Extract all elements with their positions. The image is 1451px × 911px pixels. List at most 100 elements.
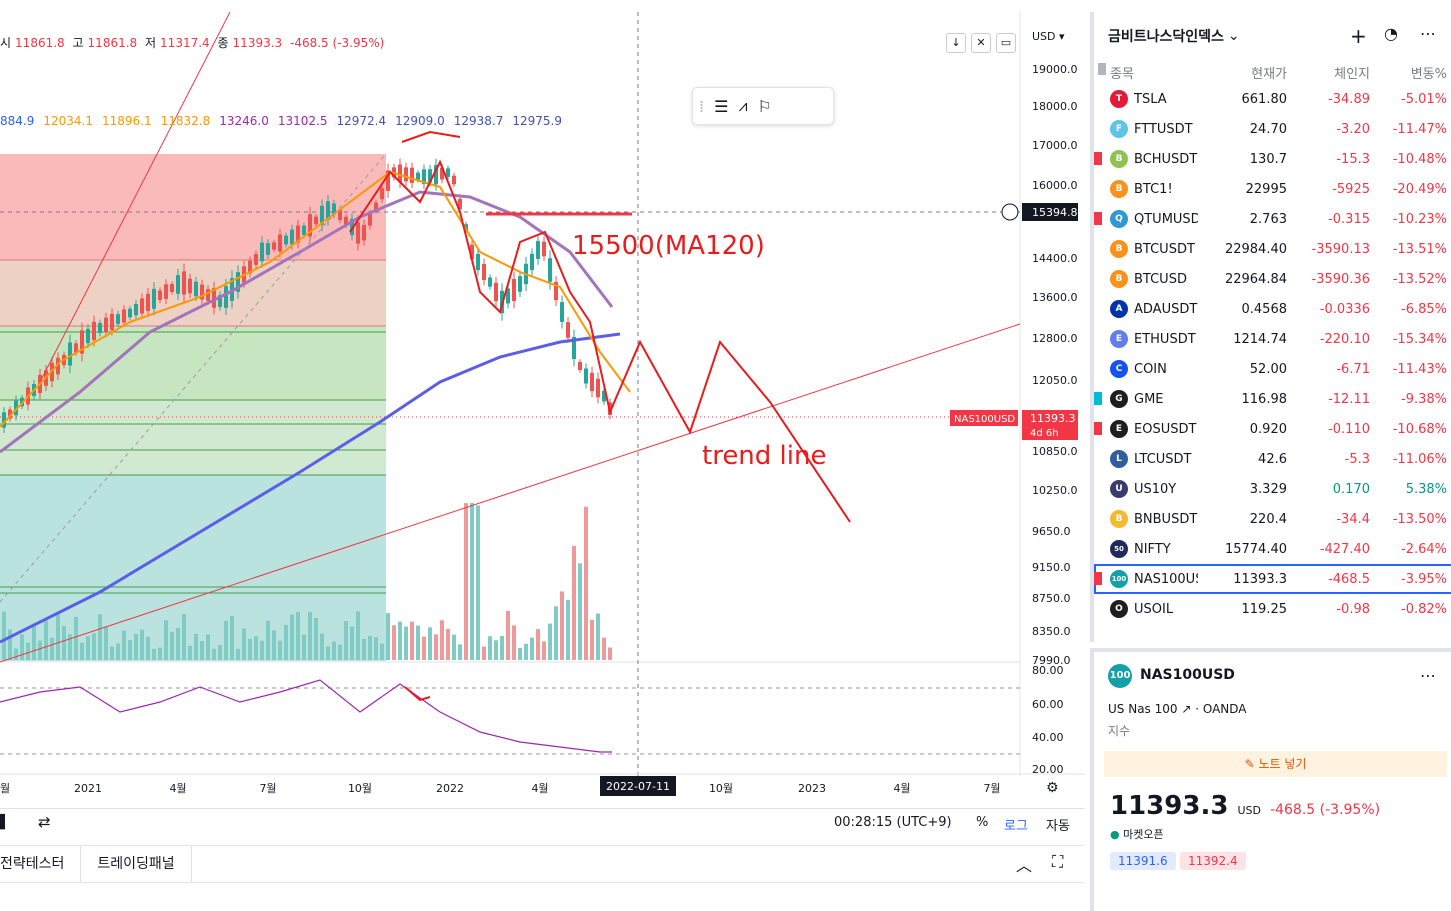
- chart-area[interactable]: 19000.0 18000.0 17000.0 16000.0 14400.0 13600…: [0, 12, 1085, 840]
- watchlist-row[interactable]: O USOIL 119.25 -0.98 -0.82%: [1094, 594, 1451, 624]
- flag-icon[interactable]: [1094, 212, 1102, 225]
- auto-toggle[interactable]: 자동: [1046, 819, 1070, 834]
- volume-bar: [134, 633, 138, 660]
- add-note-button[interactable]: ✎ 노트 넣기: [1104, 751, 1447, 777]
- trend-line-steep: [39, 12, 231, 383]
- column-symbol[interactable]: 종목: [1110, 66, 1134, 82]
- candle-body: [452, 175, 456, 185]
- candle-body: [530, 253, 534, 271]
- price-axis-label: 17000.0: [1032, 139, 1078, 152]
- volume-bar: [326, 646, 330, 660]
- indicator-icon[interactable]: ⩘: [738, 96, 748, 115]
- change-value: 0.170: [1332, 481, 1370, 497]
- bottom-tabs: 전략테스터 트레이딩패널 ︿ ⛶: [0, 845, 1085, 883]
- change-percent: 5.38%: [1405, 481, 1447, 497]
- watchlist-row[interactable]: B BNBUSDT 220.4 -34.4 -13.50%: [1094, 504, 1451, 534]
- watchlist-row[interactable]: B BTCUSDT 22984.40 -3590.13 -13.51%: [1094, 234, 1451, 264]
- rsi-axis-label: 80.00: [1032, 664, 1064, 677]
- volume-bar: [200, 641, 204, 660]
- price-chart[interactable]: 19000.0 18000.0 17000.0 16000.0 14400.0 13600…: [0, 12, 1085, 808]
- watchlist-row[interactable]: E EOSUSDT 0.920 -0.110 -10.68%: [1094, 414, 1451, 444]
- ask-price[interactable]: 11392.4: [1180, 852, 1246, 870]
- log-toggle[interactable]: 로그: [1004, 819, 1028, 834]
- bid-price[interactable]: 11391.6: [1110, 852, 1176, 870]
- candle-body: [398, 164, 402, 183]
- lines-icon[interactable]: ☰: [714, 96, 729, 116]
- add-symbol-icon[interactable]: +: [1350, 24, 1367, 48]
- tab-strategy-tester[interactable]: 전략테스터: [0, 846, 82, 882]
- drawing-floating-toolbar[interactable]: ⁞ ☰ ⩘ ⚐: [692, 87, 834, 125]
- volume-bar: [368, 635, 372, 660]
- chevron-down-icon[interactable]: ⌄: [1227, 28, 1240, 44]
- watchlist-row[interactable]: T TSLA 661.80 -34.89 -5.01%: [1094, 84, 1451, 114]
- pie-chart-icon[interactable]: ◔: [1384, 24, 1398, 43]
- watchlist-row[interactable]: L LTCUSDT 42.6 -5.3 -11.06%: [1094, 444, 1451, 474]
- more-options-icon[interactable]: ⋯: [1420, 24, 1436, 43]
- column-pct[interactable]: 변동%: [1410, 66, 1447, 82]
- symbol-logo-icon: G: [1110, 390, 1128, 408]
- watchlist-row[interactable]: U US10Y 3.329 0.170 5.38%: [1094, 474, 1451, 504]
- date-range-icon[interactable]: ⇄: [38, 813, 51, 831]
- column-last[interactable]: 현재가: [1251, 66, 1287, 82]
- watchlist-row[interactable]: B BCHUSDT 130.7 -15.3 -10.48%: [1094, 144, 1451, 174]
- candle-body: [362, 224, 366, 241]
- column-change[interactable]: 체인지: [1334, 66, 1370, 82]
- watchlist-row[interactable]: 100 NAS100USD 11393.3 -468.5 -3.95%: [1094, 564, 1451, 594]
- volume-bar: [488, 636, 492, 660]
- watchlist-row[interactable]: F FTTUSDT 24.70 -3.20 -11.47%: [1094, 114, 1451, 144]
- detail-price-value: 11393.3: [1110, 791, 1229, 821]
- ma-value: 12034.1: [43, 114, 93, 128]
- collapse-icon[interactable]: ︿: [1016, 856, 1033, 875]
- settings-gear-icon[interactable]: ⚙: [1046, 780, 1059, 796]
- flag-icon[interactable]: [1094, 152, 1102, 165]
- volume-bar: [206, 634, 210, 660]
- detail-more-icon[interactable]: ⋯: [1420, 666, 1436, 685]
- watchlist-row[interactable]: A ADAUSDT 0.4568 -0.0336 -6.85%: [1094, 294, 1451, 324]
- volume-bar: [260, 640, 264, 660]
- scroll-down-icon[interactable]: ↓: [946, 33, 966, 53]
- change-percent: -10.23%: [1392, 211, 1447, 227]
- flag-icon[interactable]: [1094, 572, 1102, 585]
- symbol-name: BTCUSD: [1134, 271, 1187, 287]
- watchlist-row[interactable]: B BTC1! 22995 -5925 -20.49%: [1094, 174, 1451, 204]
- volume-bar: [560, 591, 564, 660]
- price-axis-label: 18000.0: [1032, 100, 1078, 113]
- symbol-tag-box: [950, 410, 1018, 426]
- price-axis-label: 9650.0: [1032, 525, 1071, 538]
- close-label: 종: [217, 36, 229, 50]
- symbol-name: LTCUSDT: [1134, 451, 1192, 467]
- watchlist-row[interactable]: C COIN 52.00 -6.71 -11.43%: [1094, 354, 1451, 384]
- maximize-icon[interactable]: ▭: [996, 33, 1016, 53]
- change-value: -0.110: [1328, 421, 1370, 437]
- tab-trading-panel[interactable]: 트레이딩패널: [81, 846, 192, 882]
- watchlist-title[interactable]: 금비트나스닥인덱스: [1108, 29, 1224, 45]
- last-price-label: 11393.3: [1030, 412, 1076, 425]
- flag-icon[interactable]: ⚐: [757, 96, 772, 116]
- watchlist-row[interactable]: 50 NIFTY 15774.40 -427.40 -2.64%: [1094, 534, 1451, 564]
- volume-bar: [152, 648, 156, 660]
- detail-symbol[interactable]: NAS100USD: [1140, 667, 1235, 683]
- drag-handle-icon[interactable]: ⁞: [699, 96, 705, 116]
- flag-icon[interactable]: [1094, 392, 1102, 405]
- clock[interactable]: 00:28:15 (UTC+9): [834, 815, 952, 830]
- fullscreen-icon[interactable]: ⛶: [1052, 852, 1064, 871]
- flag-column-icon[interactable]: [1098, 63, 1106, 75]
- volume-bar: [224, 620, 228, 660]
- change-value: -15.3: [1336, 151, 1370, 167]
- currency-selector[interactable]: USD ▾: [1032, 30, 1065, 43]
- detail-name[interactable]: US Nas 100: [1108, 702, 1178, 716]
- watchlist-row[interactable]: G GME 116.98 -12.11 -9.38%: [1094, 384, 1451, 414]
- chart-bottom-bar: ▌ ⇄ 00:28:15 (UTC+9) % 로그 자동: [0, 808, 1085, 839]
- watchlist-row[interactable]: E ETHUSDT 1214.74 -220.10 -15.34%: [1094, 324, 1451, 354]
- candle-body: [260, 242, 264, 262]
- watchlist-row[interactable]: Q QTUMUSDT 2.763 -0.315 -10.23%: [1094, 204, 1451, 234]
- crosshair-date-label: 2022-07-11: [606, 780, 670, 793]
- toolbar-stub-icon[interactable]: ▌: [0, 815, 10, 830]
- percent-toggle[interactable]: %: [976, 815, 989, 830]
- watchlist-row[interactable]: B BTCUSD 22964.84 -3590.36 -13.52%: [1094, 264, 1451, 294]
- candle-body: [284, 235, 288, 245]
- flag-icon[interactable]: [1094, 422, 1102, 435]
- close-icon[interactable]: ✕: [971, 33, 991, 53]
- candle-body: [272, 242, 276, 250]
- volume-bar: [254, 636, 258, 660]
